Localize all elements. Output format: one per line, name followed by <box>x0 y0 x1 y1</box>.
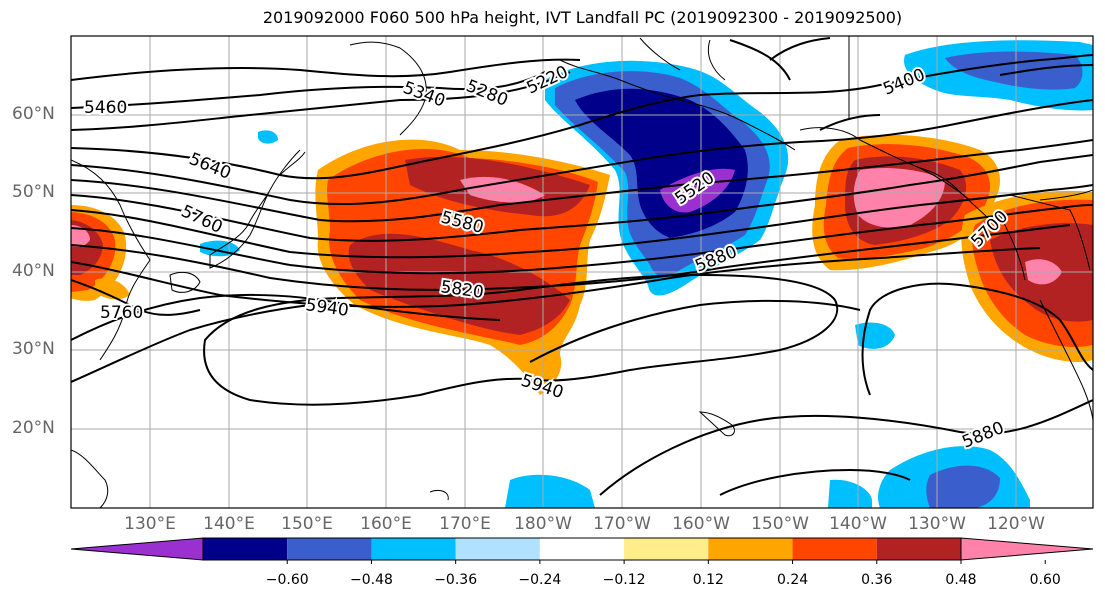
lon-label: 160°E <box>360 514 412 534</box>
lat-label: 60°N <box>12 104 55 124</box>
colorbar-swatch <box>624 538 709 560</box>
colorbar-outline <box>202 537 962 561</box>
colorbar-swatch <box>876 538 961 560</box>
negative-ivt-hawaii-south <box>200 130 1030 508</box>
lon-label: 150°E <box>281 514 333 534</box>
colorbar-tick-label: −0.12 <box>602 572 646 588</box>
colorbar-tick-label: −0.24 <box>518 572 562 588</box>
colorbar-tick-label: 0.60 <box>1029 572 1061 588</box>
lon-label: 150°W <box>751 514 809 534</box>
lon-label: 170°W <box>593 514 651 534</box>
map-frame <box>70 35 1094 509</box>
lon-label: 140°E <box>203 514 255 534</box>
lat-label: 30°N <box>12 339 55 359</box>
colorbar-tick-label: −0.60 <box>265 572 309 588</box>
contour-label: 5760 <box>100 303 143 323</box>
negative-ivt-bering-sea <box>545 60 789 296</box>
colorbar-extend-low <box>70 537 204 561</box>
colorbar-swatch <box>708 538 793 560</box>
colorbar-swatch <box>287 538 372 560</box>
colorbar-tick-label: 0.48 <box>945 572 977 588</box>
positive-ivt-central-pacific <box>315 139 610 395</box>
colorbar <box>70 537 1094 564</box>
colorbar-tick-label: −0.36 <box>434 572 478 588</box>
colorbar-extend-high <box>960 537 1094 561</box>
lat-label: 50°N <box>12 182 55 202</box>
colorbar-swatch <box>455 538 540 560</box>
contour-label: 5460 <box>84 98 127 118</box>
lat-label: 20°N <box>12 418 55 438</box>
contour-label: 5940 <box>304 295 350 321</box>
colorbar-swatch <box>792 538 877 560</box>
lon-label: 170°E <box>439 514 491 534</box>
colorbar-swatch <box>371 538 456 560</box>
lon-label: 160°W <box>672 514 730 534</box>
colorbar-tick-label: 0.24 <box>776 572 809 588</box>
colorbar-swatch <box>539 538 625 560</box>
height-contours <box>71 37 1093 496</box>
colorbar-tick-label: 0.12 <box>692 572 724 588</box>
lat-label: 40°N <box>12 261 55 281</box>
colorbar-tick-label: −0.48 <box>349 572 393 588</box>
lon-label: 130°E <box>124 514 176 534</box>
lon-label: 120°W <box>987 514 1045 534</box>
colorbar-tick-label: 0.36 <box>861 572 893 588</box>
lon-label: 140°W <box>829 514 887 534</box>
lon-label: 180°W <box>514 514 572 534</box>
colorbar-swatch <box>203 538 288 560</box>
negative-ivt-alaska <box>904 40 1093 111</box>
lon-label: 130°W <box>908 514 966 534</box>
map-title: 2019092000 F060 500 hPa height, IVT Land… <box>262 8 903 27</box>
